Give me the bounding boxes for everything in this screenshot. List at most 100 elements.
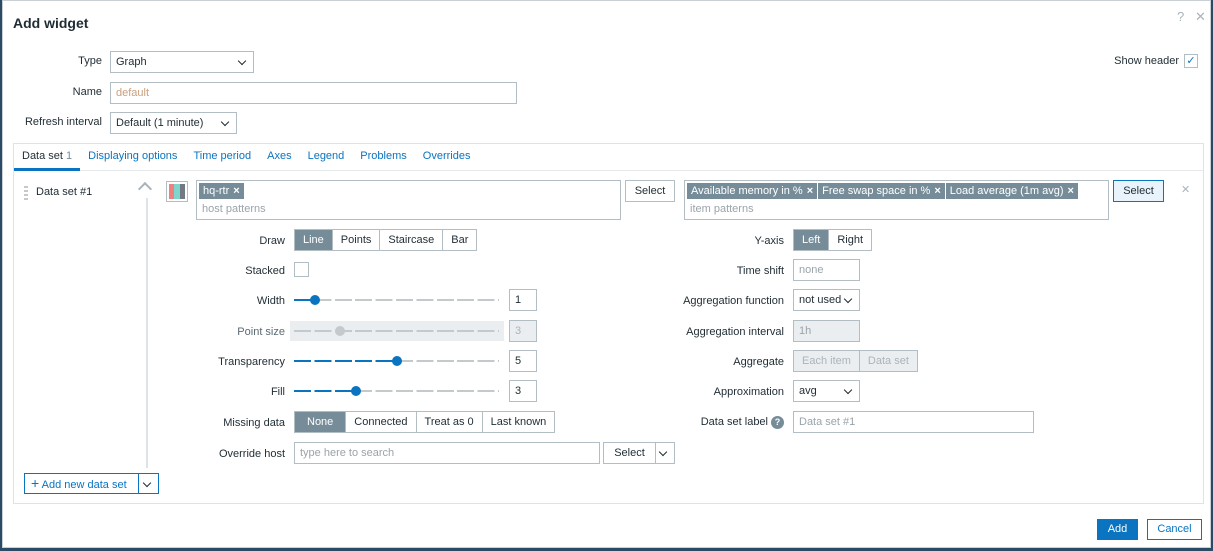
refresh-select[interactable]: Default (1 minute)	[110, 112, 237, 134]
draw-staircase[interactable]: Staircase	[379, 230, 443, 250]
dataset-label-input[interactable]: Data set #1	[793, 411, 1034, 433]
draw-line[interactable]: Line	[295, 230, 332, 250]
remove-tag-icon[interactable]: ×	[934, 185, 941, 197]
width-slider[interactable]	[294, 289, 499, 311]
add-button[interactable]: Add	[1097, 519, 1138, 540]
host-select-button[interactable]: Select	[625, 180, 675, 202]
override-host-select-button[interactable]: Select	[603, 442, 656, 464]
dataset-name: Data set #1	[36, 186, 93, 198]
name-placeholder: default	[116, 87, 150, 99]
help-icon[interactable]: ?	[771, 416, 784, 429]
draw-points[interactable]: Points	[331, 230, 380, 250]
point-size-slider	[294, 320, 499, 342]
missing-data-label: Missing data	[223, 417, 285, 429]
palette-color	[179, 184, 185, 199]
type-select[interactable]: Graph	[110, 51, 254, 73]
item-tag: Free swap space in % ×	[818, 183, 945, 199]
show-header-label: Show header	[1114, 55, 1179, 67]
drag-handle-icon[interactable]	[24, 186, 28, 200]
type-label: Type	[78, 55, 102, 67]
y-axis-toggle: Left Right	[793, 229, 873, 251]
palette-color	[169, 184, 175, 199]
point-size-input: 3	[509, 320, 537, 342]
tab-axes[interactable]: Axes	[267, 150, 292, 162]
approximation-select[interactable]: avg	[793, 380, 860, 402]
missing-last-known[interactable]: Last known	[481, 412, 555, 432]
slider-thumb[interactable]	[391, 356, 402, 366]
tab-problems[interactable]: Problems	[360, 150, 407, 162]
override-host-placeholder: type here to search	[300, 447, 395, 459]
fill-label: Fill	[270, 386, 285, 398]
item-placeholder: item patterns	[690, 203, 754, 215]
override-host-dropdown[interactable]	[655, 442, 675, 464]
slider-thumb[interactable]	[350, 386, 361, 396]
add-dataset-label: Add new data set	[41, 479, 127, 491]
agg-function-value: not used	[799, 294, 842, 306]
remove-tag-icon[interactable]: ×	[806, 185, 814, 197]
item-tag: Load average (1m avg) ×	[945, 183, 1078, 199]
remove-tag-icon[interactable]: ×	[1067, 185, 1074, 197]
tab-label: Data set	[22, 150, 63, 162]
aggregate-each-item: Each item	[794, 351, 859, 371]
override-host-input[interactable]: type here to search	[294, 442, 600, 464]
tab-overrides[interactable]: Overrides	[422, 150, 471, 162]
host-placeholder: host patterns	[202, 203, 266, 215]
approximation-label: Approximation	[713, 386, 784, 398]
tab-time-period[interactable]: Time period	[193, 150, 252, 162]
close-icon[interactable]: ✕	[1195, 9, 1206, 24]
remove-dataset-icon[interactable]: ✕	[1181, 184, 1191, 196]
override-host-label: Override host	[218, 448, 285, 460]
stacked-label: Stacked	[245, 265, 285, 277]
type-value: Graph	[116, 56, 147, 68]
tab-displaying-options[interactable]: Displaying options	[88, 150, 178, 162]
stacked-checkbox[interactable]	[294, 262, 309, 277]
y-axis-label: Y-axis	[754, 235, 784, 247]
tab-legend[interactable]: Legend	[307, 150, 345, 162]
width-input[interactable]: 1	[509, 289, 537, 311]
missing-none[interactable]: None	[295, 412, 346, 432]
dataset-label-label: Data set label?	[701, 416, 784, 429]
fill-input[interactable]: 3	[509, 380, 537, 402]
slider-thumb[interactable]	[309, 295, 320, 305]
transparency-slider[interactable]	[294, 350, 499, 372]
help-icon[interactable]: ?	[1177, 9, 1185, 24]
time-shift-placeholder: none	[799, 264, 824, 276]
draw-bar[interactable]: Bar	[442, 230, 477, 250]
dataset-label-placeholder: Data set #1	[799, 416, 856, 428]
palette-color	[174, 184, 180, 199]
tab-data-set[interactable]: Data set 1	[14, 144, 81, 171]
time-shift-label: Time shift	[736, 265, 784, 277]
approximation-value: avg	[799, 385, 817, 397]
agg-interval-input: 1h	[793, 320, 860, 342]
y-axis-right[interactable]: Right	[828, 230, 872, 250]
collapse-chevron-icon[interactable]	[137, 181, 153, 197]
palette-picker[interactable]	[166, 181, 188, 202]
slider-thumb	[334, 326, 345, 336]
y-axis-left[interactable]: Left	[794, 230, 829, 250]
add-new-dataset-button[interactable]: + Add new data set	[24, 473, 139, 494]
add-dataset-dropdown[interactable]	[138, 473, 159, 494]
item-select-button[interactable]: Select	[1113, 180, 1164, 202]
tab-count: 1	[66, 150, 73, 162]
tab-bar: Data set 1 Displaying options Time perio…	[14, 144, 1203, 171]
name-label: Name	[72, 86, 102, 98]
agg-interval-placeholder: 1h	[799, 325, 812, 337]
dataset-divider	[146, 198, 148, 468]
missing-connected[interactable]: Connected	[345, 412, 416, 432]
host-patterns-input[interactable]: hq-rtr × host patterns	[196, 180, 621, 220]
time-shift-input[interactable]: none	[793, 259, 860, 281]
draw-toggle: Line Points Staircase Bar	[294, 229, 478, 251]
show-header-checkbox[interactable]: ✓	[1184, 54, 1198, 68]
name-input[interactable]: default	[110, 82, 517, 104]
remove-tag-icon[interactable]: ×	[233, 185, 240, 197]
refresh-value: Default (1 minute)	[116, 117, 204, 129]
fill-slider[interactable]	[294, 380, 499, 402]
tab-panel: Data set 1 Displaying options Time perio…	[13, 143, 1204, 504]
agg-function-select[interactable]: not used	[793, 289, 860, 311]
aggregate-label: Aggregate	[733, 356, 784, 368]
cancel-button[interactable]: Cancel	[1147, 519, 1202, 540]
item-patterns-input[interactable]: Available memory in % × Free swap space in…	[684, 180, 1109, 220]
missing-treat-as-0[interactable]: Treat as 0	[415, 412, 482, 432]
plus-icon: +	[31, 475, 40, 491]
transparency-input[interactable]: 5	[509, 350, 537, 372]
